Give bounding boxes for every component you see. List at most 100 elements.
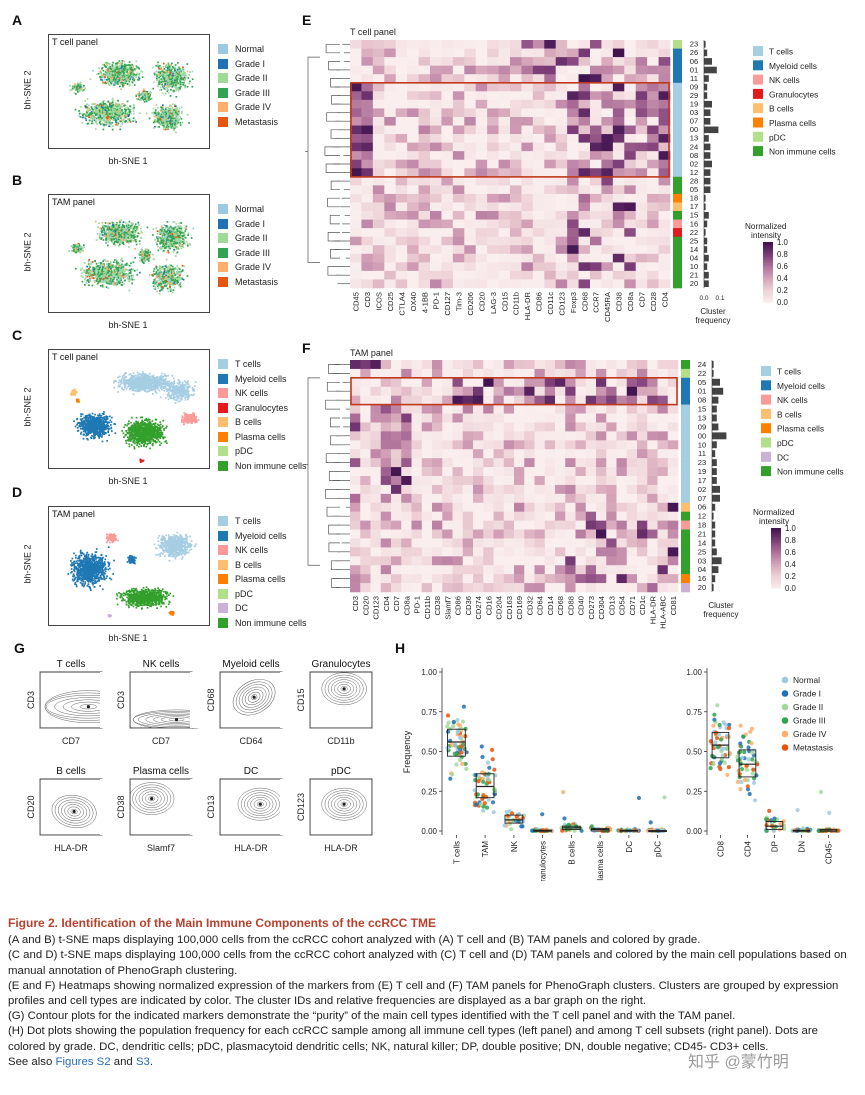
heat-cell (350, 151, 362, 161)
heat-cell (647, 368, 658, 379)
legend-label: Grade IV (235, 262, 272, 273)
heat-cell (647, 583, 658, 593)
scale-step (771, 553, 781, 556)
scale-step (771, 562, 781, 565)
heat-cell (475, 270, 488, 280)
heat-cell (585, 360, 597, 370)
heat-cell (596, 556, 607, 566)
cluster-id: 06 (690, 57, 698, 66)
heat-cell (658, 211, 671, 220)
heat-cell (514, 484, 525, 495)
scale-step (763, 300, 773, 303)
heat-cell (498, 125, 511, 135)
scale-step (763, 270, 773, 273)
heat-cell (647, 386, 658, 396)
heat-cell (578, 142, 591, 152)
panel-label-b: B (12, 172, 23, 188)
heat-cell (350, 484, 361, 495)
figure-s2-link[interactable]: Figures S2 (55, 1055, 111, 1068)
heat-cell (585, 493, 597, 504)
heat-cell (606, 574, 617, 584)
heat-cell (407, 159, 419, 169)
heat-cell (503, 547, 515, 557)
heat-cell (514, 556, 525, 566)
frequency-bar (712, 548, 717, 556)
figure-s3-link[interactable]: S3 (135, 1055, 150, 1068)
marker-label: CD16 (484, 596, 493, 615)
heat-cell (575, 458, 587, 468)
h-dot (510, 811, 515, 816)
heat-cell (514, 502, 525, 512)
legend-swatch (753, 146, 763, 157)
heat-cell (372, 228, 385, 237)
heat-cell (372, 193, 385, 203)
heat-cell (606, 583, 617, 593)
tsne-legend-b: Normal Grade I Grade II Grade III Grade IV Me… (218, 202, 278, 289)
heat-cell (372, 142, 385, 152)
heat-cell (452, 440, 464, 450)
heat-cell (462, 484, 474, 495)
contour-ylabel: CD13 (206, 795, 216, 818)
heat-cell (616, 547, 628, 557)
scale-step (763, 258, 773, 261)
heat-cell (418, 82, 431, 92)
heat-cell (567, 245, 579, 255)
heat-cell (657, 511, 669, 521)
h-dot (479, 802, 484, 807)
heat-cell (647, 211, 659, 220)
heat-cell (612, 159, 625, 169)
legend-label: NK cells (769, 75, 800, 85)
heat-cell (391, 404, 402, 414)
heat-cell (524, 413, 535, 423)
heat-cell (601, 176, 614, 186)
heat-cell (475, 91, 488, 101)
heat-cell (452, 377, 464, 388)
heat-cell (521, 65, 534, 75)
heat-cell (372, 48, 385, 58)
h-category-label: pDC (654, 841, 663, 857)
heat-cell (350, 253, 362, 263)
legend-item: B cells (218, 558, 307, 573)
heat-cell (510, 91, 522, 101)
heat-cell (667, 386, 679, 396)
heat-cell (626, 511, 638, 521)
scale-step (763, 266, 773, 268)
cluster-id: 13 (690, 134, 698, 143)
heat-cell (667, 502, 679, 512)
heat-cell (567, 40, 579, 49)
heat-cell (626, 529, 638, 539)
heat-cell (473, 449, 484, 459)
h-dot (460, 719, 465, 724)
contour-line (250, 694, 258, 700)
heat-cell (372, 159, 385, 169)
scale-title-2: intensity (759, 517, 790, 526)
heat-cell (384, 262, 397, 272)
heat-cell (647, 134, 659, 143)
heat-cell (616, 458, 628, 468)
heat-cell (532, 82, 545, 92)
heat-cell (442, 431, 453, 441)
heat-cell (601, 74, 614, 84)
cluster-id: 26 (690, 48, 698, 57)
heat-cell (432, 404, 443, 414)
heat-cell (464, 65, 477, 75)
heat-cell (498, 176, 511, 186)
scale-step (771, 556, 781, 559)
heat-cell (555, 193, 568, 203)
heat-cell (395, 236, 408, 246)
heat-cell (452, 159, 465, 169)
heat-cell (524, 368, 535, 379)
legend-label: T cells (777, 367, 801, 377)
heat-cell (391, 476, 402, 486)
heat-cell (483, 413, 494, 423)
heat-cell (521, 151, 534, 161)
heat-cell (503, 502, 515, 512)
heat-cell (462, 556, 474, 566)
legend-label: Plasma cells (769, 118, 816, 128)
heat-cell (430, 108, 442, 118)
heat-cell (510, 108, 522, 118)
heat-cell (464, 91, 477, 101)
cluster-id: 09 (690, 82, 698, 91)
heat-cell (532, 48, 545, 58)
freq-axis-label-2: frequency (703, 610, 738, 619)
